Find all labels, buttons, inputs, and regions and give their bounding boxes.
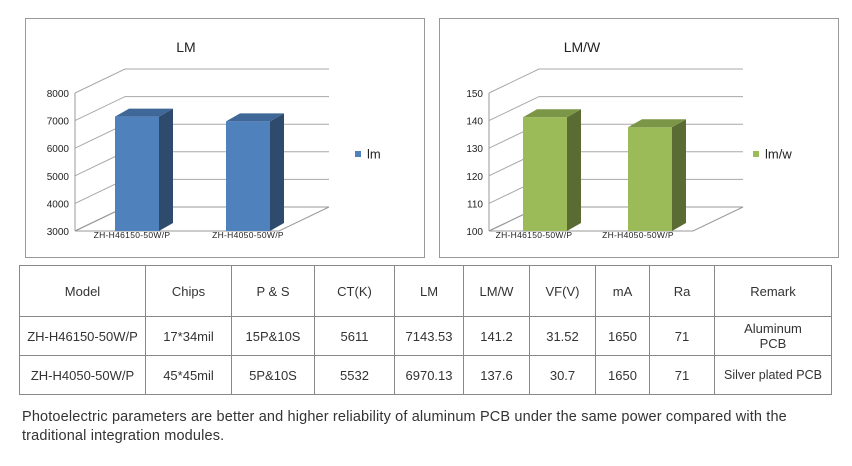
x-tick-label: ZH-H46150-50W/P bbox=[94, 230, 171, 240]
y-tick-label: 3000 bbox=[47, 227, 70, 238]
bar-side-face bbox=[159, 108, 173, 231]
cell-ra: 71 bbox=[649, 316, 715, 356]
bar-front-face bbox=[628, 127, 672, 231]
legend-label: lm/w bbox=[765, 147, 792, 162]
bar bbox=[226, 113, 284, 231]
bar-front-face bbox=[115, 116, 159, 231]
bar-top-face bbox=[523, 109, 581, 118]
gridline bbox=[74, 123, 329, 149]
cell-chips: 17*34mil bbox=[145, 316, 232, 356]
cell-lm-per-w: 137.6 bbox=[463, 355, 530, 395]
header-ra: Ra bbox=[649, 265, 715, 317]
gridline bbox=[74, 96, 329, 122]
gridline bbox=[488, 96, 743, 122]
cell-model: ZH-H4050-50W/P bbox=[19, 355, 146, 395]
chart-gridlines bbox=[74, 68, 330, 232]
chart-title: LM bbox=[176, 39, 195, 55]
header-lm-per-w: LM/W bbox=[463, 265, 530, 317]
bar bbox=[628, 119, 686, 231]
chart-title: LM/W bbox=[564, 39, 601, 55]
legend-label: lm bbox=[367, 147, 381, 162]
bar-front-face bbox=[523, 117, 567, 231]
chart-legend: lm bbox=[355, 147, 381, 162]
bar-front-face bbox=[226, 121, 270, 231]
gridline bbox=[74, 206, 329, 232]
bar bbox=[115, 108, 173, 231]
cell-ct: 5532 bbox=[314, 355, 395, 395]
gridline bbox=[488, 68, 743, 94]
y-tick-label: 150 bbox=[466, 89, 483, 100]
y-tick-label: 130 bbox=[466, 144, 483, 155]
y-tick-label: 120 bbox=[466, 172, 483, 183]
cell-remark: Aluminum PCB bbox=[714, 316, 832, 356]
header-lm: LM bbox=[394, 265, 464, 317]
footnote-text: Photoelectric parameters are better and … bbox=[22, 409, 787, 444]
y-tick-label: 8000 bbox=[47, 89, 70, 100]
y-tick-label: 110 bbox=[467, 199, 483, 210]
cell-ma: 1650 bbox=[595, 355, 650, 395]
cell-lm: 7143.53 bbox=[394, 316, 464, 356]
bar-top-face bbox=[226, 113, 284, 122]
legend-swatch bbox=[355, 151, 361, 157]
bar-top-face bbox=[628, 119, 686, 128]
table-header-row: Model Chips P & S CT(K) LM LM/W VF(V) mA… bbox=[19, 265, 832, 317]
table-row: ZH-H4050-50W/P 45*45mil 5P&10S 5532 6970… bbox=[19, 355, 832, 395]
bar-side-face bbox=[270, 113, 284, 231]
header-ct: CT(K) bbox=[314, 265, 395, 317]
x-tick-label: ZH-H4050-50W/P bbox=[602, 230, 674, 240]
gridline bbox=[74, 151, 329, 177]
y-tick-label: 7000 bbox=[47, 117, 70, 128]
gridline bbox=[74, 178, 329, 204]
y-tick-label: 5000 bbox=[47, 172, 70, 183]
header-p-and-s: P & S bbox=[231, 265, 315, 317]
x-tick-label: ZH-H4050-50W/P bbox=[212, 230, 284, 240]
header-model: Model bbox=[19, 265, 146, 317]
cell-lm-per-w: 141.2 bbox=[463, 316, 530, 356]
back-wall-base bbox=[74, 206, 329, 232]
bar-top-face bbox=[115, 108, 173, 117]
cell-lm: 6970.13 bbox=[394, 355, 464, 395]
gridline bbox=[74, 68, 329, 94]
cell-p-and-s: 5P&10S bbox=[231, 355, 315, 395]
bar bbox=[523, 109, 581, 231]
lm-chart: 3000 4000 5000 6000 7000 8000 ZH-H46150-50W/P Z… bbox=[25, 18, 425, 258]
cell-remark: Silver plated PCB bbox=[714, 355, 832, 395]
cell-ra: 71 bbox=[649, 355, 715, 395]
cell-ma: 1650 bbox=[595, 316, 650, 356]
lm-per-w-chart-svg: 100 110 120 130 140 150 ZH-H46150-50W/P ZH-H405… bbox=[466, 39, 792, 240]
y-tick-label: 100 bbox=[466, 227, 483, 238]
lm-per-w-chart: 100 110 120 130 140 150 ZH-H46150-50W/P ZH-H405… bbox=[439, 18, 839, 258]
cell-vf: 30.7 bbox=[529, 355, 596, 395]
y-tick-label: 4000 bbox=[47, 199, 70, 210]
header-chips: Chips bbox=[145, 265, 232, 317]
header-ma: mA bbox=[595, 265, 650, 317]
table-row: ZH-H46150-50W/P 17*34mil 15P&10S 5611 71… bbox=[19, 316, 832, 356]
legend-swatch bbox=[753, 151, 759, 157]
header-remark: Remark bbox=[714, 265, 832, 317]
cell-ct: 5611 bbox=[314, 316, 395, 356]
chart-floor bbox=[74, 206, 330, 232]
y-tick-label: 140 bbox=[466, 117, 483, 128]
cell-vf: 31.52 bbox=[529, 316, 596, 356]
spec-table: Model Chips P & S CT(K) LM LM/W VF(V) mA… bbox=[19, 265, 832, 395]
chart-floor bbox=[488, 206, 744, 232]
header-vf: VF(V) bbox=[529, 265, 596, 317]
x-tick-label: ZH-H46150-50W/P bbox=[496, 230, 573, 240]
chart-legend: lm/w bbox=[753, 147, 792, 162]
bar-side-face bbox=[567, 109, 581, 231]
y-tick-label: 6000 bbox=[47, 144, 70, 155]
bar-side-face bbox=[672, 119, 686, 231]
cell-model: ZH-H46150-50W/P bbox=[19, 316, 146, 356]
cell-p-and-s: 15P&10S bbox=[231, 316, 315, 356]
cell-chips: 45*45mil bbox=[145, 355, 232, 395]
lm-chart-svg: 3000 4000 5000 6000 7000 8000 ZH-H46150-50W/P Z… bbox=[47, 39, 381, 240]
